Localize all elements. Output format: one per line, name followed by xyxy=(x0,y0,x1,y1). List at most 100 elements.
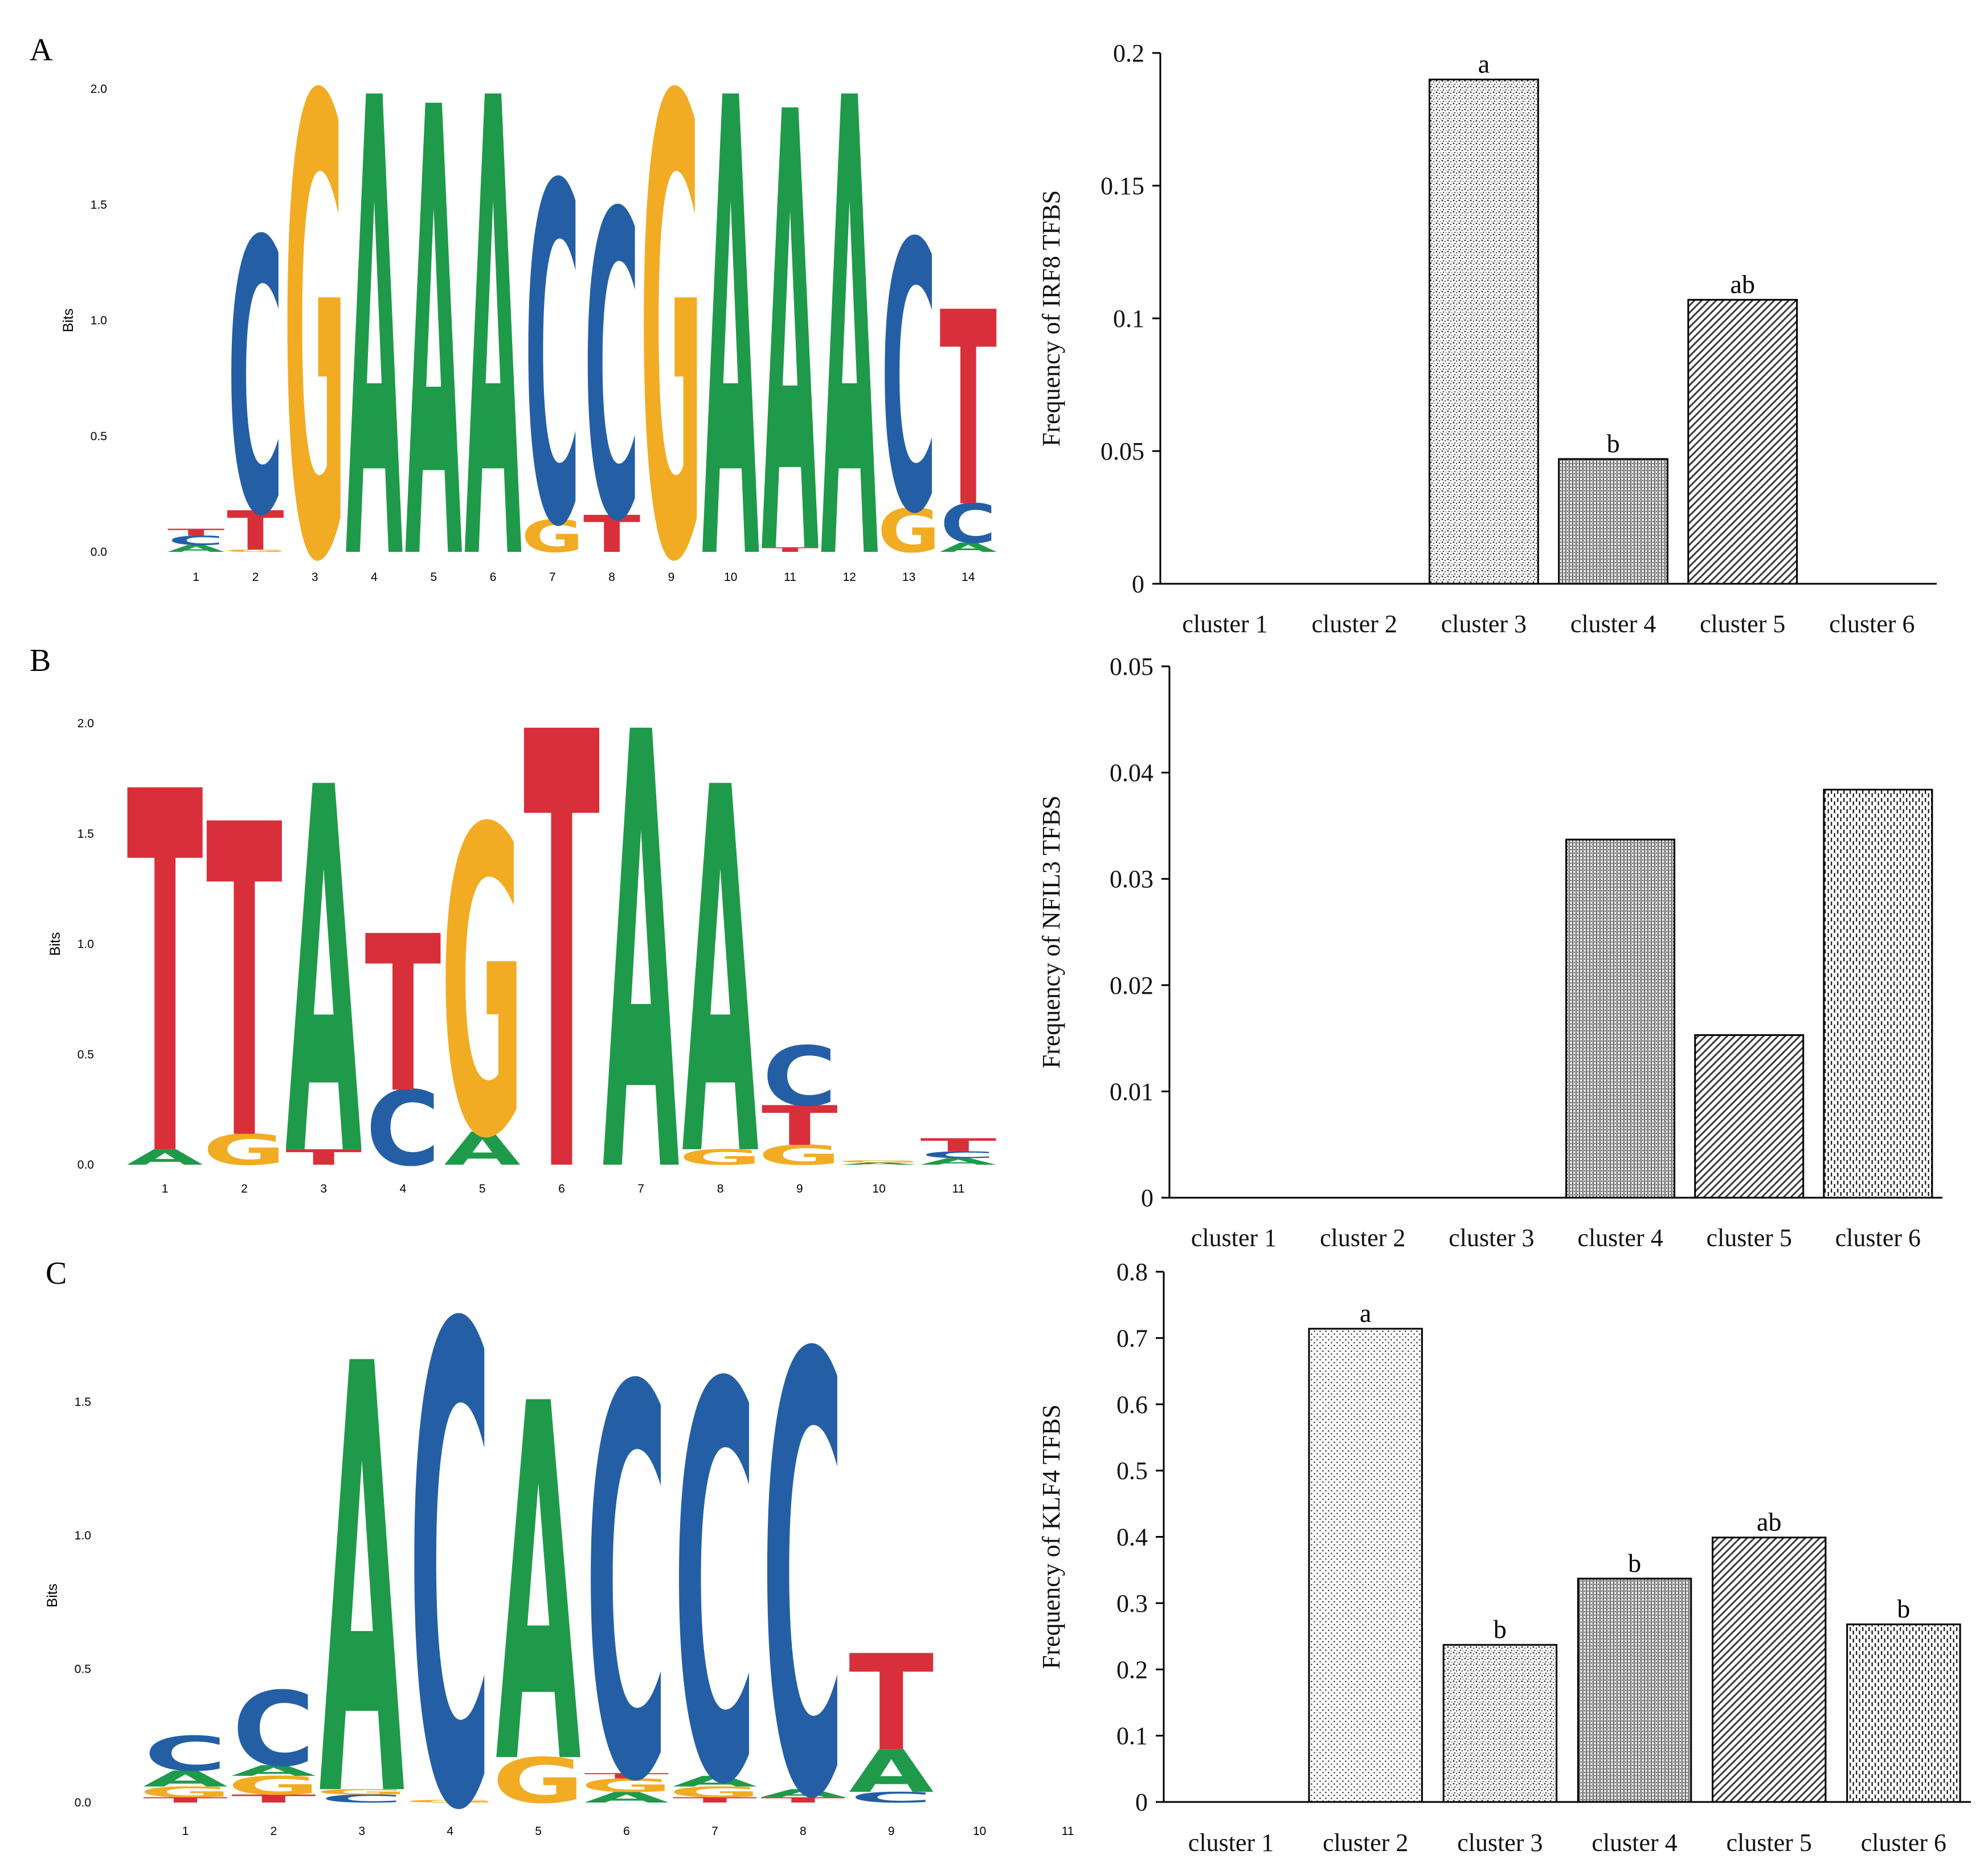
logo-letter-c: C xyxy=(168,533,224,548)
logo-letter-t: T xyxy=(672,1796,757,1804)
logo-position-label: 12 xyxy=(843,571,856,584)
logo-position-label: 1 xyxy=(162,1182,169,1195)
logo-letter-c: C xyxy=(585,1277,668,1876)
logo-column: A xyxy=(346,0,404,701)
logo-position-label: 2 xyxy=(271,1825,277,1838)
logo-position-label: 7 xyxy=(637,1182,644,1195)
bar-cluster-3 xyxy=(1429,79,1539,585)
bar-y-tick-label: 0.1 xyxy=(1113,305,1144,333)
logo-letter-c: C xyxy=(584,126,640,614)
bar-y-tick-label: 0.05 xyxy=(1110,653,1153,681)
bar-category-label: cluster 2 xyxy=(1320,1224,1405,1252)
logo-letter-a: A xyxy=(762,0,820,690)
bar-y-tick-label: 0.4 xyxy=(1116,1523,1148,1551)
significance-label: b xyxy=(1494,1615,1507,1644)
logo-letter-a: A xyxy=(849,1738,934,1806)
bar-y-tick-label: 0 xyxy=(1132,570,1144,598)
logo-y-tick: 1.0 xyxy=(91,314,107,327)
logo-letter-g: G xyxy=(316,1788,408,1796)
logo-position-label: 1 xyxy=(182,1825,189,1838)
bar-category-label: cluster 4 xyxy=(1577,1224,1663,1252)
bar-y-tick-label: 0.03 xyxy=(1110,865,1153,893)
logo-position-label: 2 xyxy=(252,571,259,584)
bar-cluster-6 xyxy=(1823,788,1933,1199)
logo-letter-c: C xyxy=(227,162,283,599)
logo-column: TAC xyxy=(760,1232,845,1876)
logo-letter-a: A xyxy=(126,1145,203,1170)
bar-y-tick-label: 0.3 xyxy=(1116,1590,1148,1617)
logo-letter-c: C xyxy=(762,1232,845,1876)
logo-letter-g: G xyxy=(139,1784,232,1801)
bar-cluster-2 xyxy=(1308,1328,1423,1803)
logo-column: AG xyxy=(837,1160,921,1165)
logo-column: ACT xyxy=(920,1134,996,1167)
logo-letter-g: G xyxy=(492,1744,585,1817)
logo-position-label: 6 xyxy=(490,571,497,584)
logo-letter-t: T xyxy=(143,1796,228,1804)
logo-letter-g: G xyxy=(669,1784,762,1801)
logo-column: AT xyxy=(126,689,203,1267)
bar-y-tick-label: 0 xyxy=(1135,1788,1148,1816)
bar-chart-c: 0 0.1 0.2 0.3 0.4 0.5 0.6 0.7 0.8 Frequency of KL… xyxy=(1037,1258,1971,1857)
logo-letter-a: A xyxy=(920,1156,996,1166)
bar-category-label: cluster 5 xyxy=(1707,1224,1792,1252)
logo-column: T xyxy=(523,608,600,1306)
logo-letter-g: G xyxy=(441,741,524,1231)
bar-cluster-4 xyxy=(1565,838,1676,1199)
logo-y-tick: 1.5 xyxy=(91,198,107,211)
logo-letter-g: G xyxy=(521,511,584,563)
logo-letter-c: C xyxy=(525,89,580,629)
logo-y-tick: 1.0 xyxy=(75,1529,91,1542)
logo-letter-c: C xyxy=(850,1789,933,1806)
logo-letter-a: A xyxy=(584,1789,669,1806)
bar-y-axis-label: Frequency of IRF8 TFBS xyxy=(1037,190,1065,447)
bar-category-label: cluster 5 xyxy=(1727,1829,1812,1857)
significance-label: b xyxy=(1607,429,1620,458)
logo-letter-a: A xyxy=(464,0,522,701)
logo-column: GT xyxy=(203,735,286,1236)
logo-letter-t: T xyxy=(523,608,600,1306)
logo-position-label: 8 xyxy=(717,1182,724,1195)
logo-position-label: 11 xyxy=(784,571,796,584)
bar-category-label: cluster 1 xyxy=(1182,610,1267,638)
logo-letter-t: T xyxy=(940,256,997,566)
logo-column: A xyxy=(702,0,760,701)
significance-label: b xyxy=(1897,1594,1910,1623)
logo-y-tick: 1.0 xyxy=(77,938,94,951)
logo-letter-a: A xyxy=(821,0,879,701)
logo-letter-t: T xyxy=(206,735,283,1236)
logo-letter-c: C xyxy=(940,493,996,556)
bar-category-label: cluster 3 xyxy=(1441,610,1527,638)
bar-category-label: cluster 4 xyxy=(1570,610,1656,638)
logo-letter-c: C xyxy=(673,1273,756,1876)
bar-chart-b: 0 0.01 0.02 0.03 0.04 0.05 Frequency of NFIL3 … xyxy=(1037,653,1942,1252)
logo-letter-g: G xyxy=(224,549,287,552)
logo-letter-a: A xyxy=(167,543,225,554)
logo-y-tick: 0.5 xyxy=(91,430,107,443)
logo-letter-a: A xyxy=(405,0,463,698)
logo-letter-c: C xyxy=(366,1070,440,1189)
logo-letter-g: G xyxy=(404,1799,497,1803)
logo-position-label: 14 xyxy=(962,571,975,584)
logo-column: AG xyxy=(441,741,524,1231)
logo-column: GA xyxy=(678,683,762,1268)
bar-y-tick-label: 0.01 xyxy=(1110,1078,1153,1105)
logo-column: GTC xyxy=(224,162,287,599)
logo-position-label: 5 xyxy=(479,1182,486,1195)
logo-y-tick: 0.0 xyxy=(77,1158,94,1172)
logo-letter-g: G xyxy=(203,1125,286,1175)
logo-letter-t: T xyxy=(762,546,819,554)
bar-y-tick-label: 0.8 xyxy=(1116,1258,1148,1286)
bar-category-label: cluster 2 xyxy=(1323,1829,1408,1857)
logo-letter-c: C xyxy=(762,1030,837,1125)
bar-y-tick-label: 0.02 xyxy=(1110,972,1153,1000)
bar-y-tick-label: 0.7 xyxy=(1116,1324,1148,1352)
bar-y-axis-label: Frequency of NFIL3 TFBS xyxy=(1037,796,1065,1069)
logo-letter-a: A xyxy=(760,1787,845,1800)
logo-letter-t: T xyxy=(584,1772,669,1780)
logo-column: GTC xyxy=(758,1030,841,1171)
bar-category-label: cluster 6 xyxy=(1861,1829,1946,1857)
